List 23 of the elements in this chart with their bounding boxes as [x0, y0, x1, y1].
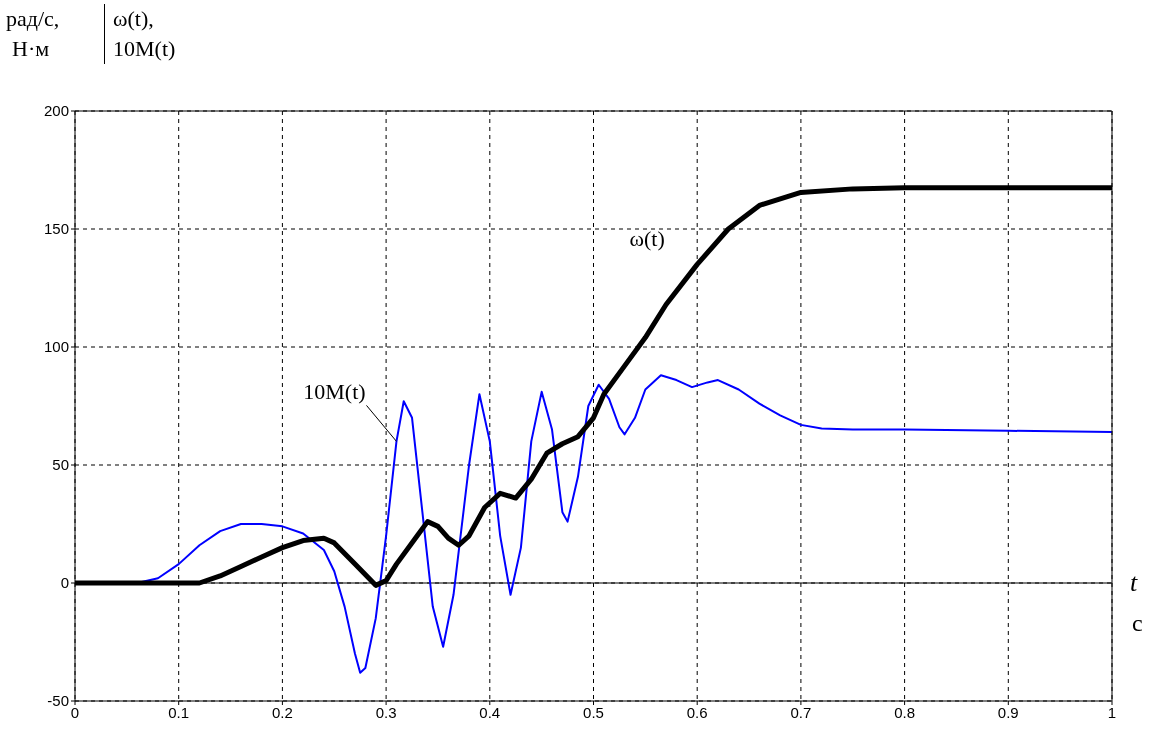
text: с	[1132, 610, 1143, 637]
x-tick-label: 0.3	[375, 703, 397, 721]
x-tick-label: 0	[70, 703, 80, 721]
x-axis-title: t	[1130, 568, 1138, 598]
x-tick-label: 0.1	[168, 703, 190, 721]
x-tick-label: 0.8	[894, 703, 916, 721]
series-label: ω(t)	[629, 226, 665, 252]
y-tick-label: 50	[52, 456, 69, 474]
y-tick-label: -50	[47, 692, 69, 710]
y-tick-label: 200	[43, 102, 69, 120]
y-tick-label: 150	[43, 220, 69, 238]
y-tick-label: 0	[60, 574, 69, 592]
text: рад/с, Н·м	[6, 5, 60, 63]
x-tick-label: 0.6	[686, 703, 708, 721]
x-tick-label: 0.4	[479, 703, 501, 721]
y-tick-label: 100	[43, 338, 69, 356]
x-tick-label: 0.5	[583, 703, 604, 721]
y-axis-title: ω(t), 10M(t)	[113, 5, 176, 63]
series-label: 10M(t)	[303, 379, 366, 405]
x-tick-label: 0.7	[790, 703, 812, 721]
x-tick-label: 0.2	[271, 703, 293, 721]
x-tick-label: 0.9	[997, 703, 1019, 721]
x-tick-label: 1	[1107, 703, 1117, 721]
